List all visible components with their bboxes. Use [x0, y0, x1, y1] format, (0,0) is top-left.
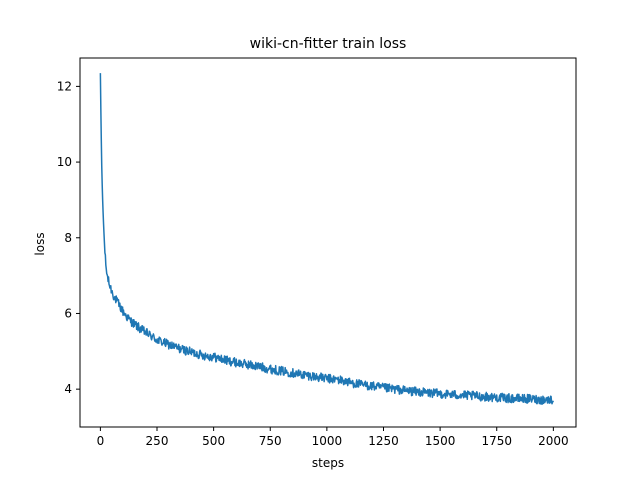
- plot-area: [79, 57, 577, 428]
- x-axis: 0 250 500 750 1000 1250 1500 1750 2000: [97, 427, 569, 448]
- y-tick-label: 12: [57, 79, 72, 93]
- y-tick-label: 10: [57, 155, 72, 169]
- y-tick-label: 4: [64, 382, 72, 396]
- plot-frame: [79, 57, 577, 428]
- y-axis: 4 6 8 10 12: [57, 79, 80, 396]
- y-tick-label: 6: [64, 306, 72, 320]
- y-axis-label: loss: [33, 232, 47, 255]
- x-tick-label: 1250: [368, 434, 399, 448]
- x-tick-label: 1500: [425, 434, 456, 448]
- chart-title: wiki-cn-fitter train loss: [250, 36, 407, 52]
- x-axis-label: steps: [312, 456, 344, 470]
- x-tick-label: 1000: [312, 434, 343, 448]
- x-tick-label: 750: [259, 434, 282, 448]
- x-tick-label: 500: [202, 434, 225, 448]
- x-tick-label: 2000: [538, 434, 569, 448]
- series-line-0: [99, 73, 555, 405]
- y-tick-label: 8: [64, 231, 72, 245]
- x-tick-label: 250: [146, 434, 169, 448]
- x-tick-label: 0: [97, 434, 105, 448]
- x-tick-label: 1750: [481, 434, 512, 448]
